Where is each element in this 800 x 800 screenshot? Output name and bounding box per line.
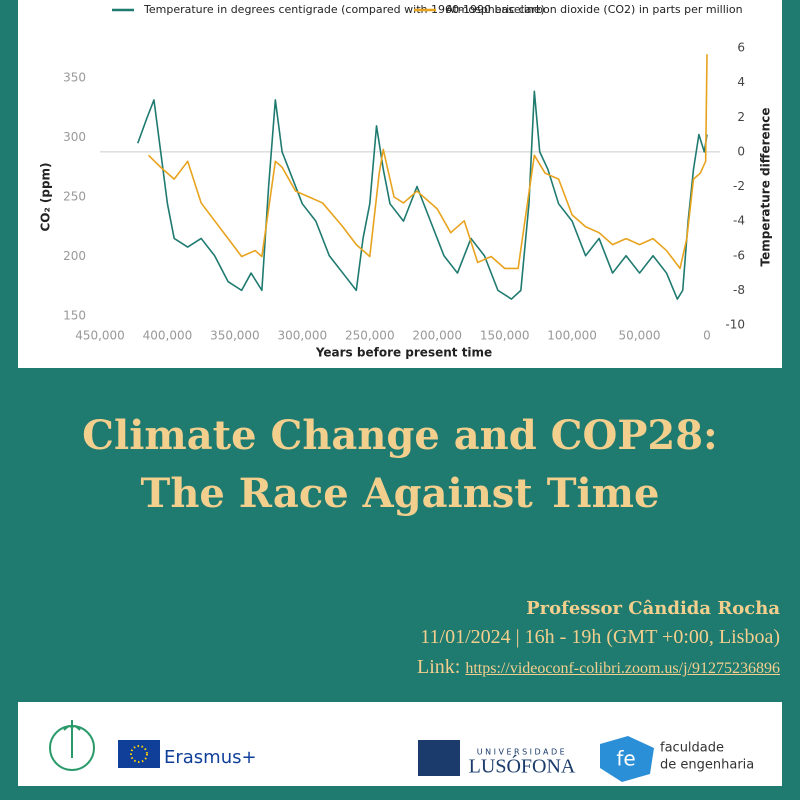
series-line [147, 54, 708, 270]
logo-text: faculdade [660, 741, 724, 756]
x-tick-label: 300,000 [278, 329, 328, 343]
legend-label: Atmospheric carbon dioxide (CO2) in part… [446, 3, 743, 16]
y-tick-label: 300 [63, 130, 86, 144]
logo-cilc [49, 720, 95, 771]
link[interactable]: https://videoconf-colibri.zoom.us/j/9127… [465, 660, 780, 677]
x-tick-label: 100,000 [547, 329, 597, 343]
y-axis-label: CO₂ (ppm) [39, 162, 53, 231]
y2-tick-label: 4 [737, 75, 745, 89]
chart-background [18, 0, 782, 368]
title-line: Climate Change and COP28: [82, 412, 718, 459]
eu-stars [130, 745, 148, 763]
y2-axis-label: Temperature difference [759, 108, 773, 267]
logo-text: LUSÓFONA [469, 754, 576, 778]
logo-text: Erasmus+ [164, 747, 257, 768]
logo-text: fe [616, 747, 635, 771]
x-tick-label: 400,000 [143, 329, 193, 343]
lusofona-mark [418, 740, 460, 776]
y-tick-label: 250 [63, 190, 86, 204]
y-tick-label: 150 [63, 309, 86, 323]
y2-tick-label: -10 [725, 318, 745, 332]
eu-flag [118, 740, 160, 768]
x-tick-label: 150,000 [480, 329, 530, 343]
y-tick-label: 200 [63, 249, 86, 263]
link-label: Link: [417, 656, 461, 678]
logo-text: UNIVERSIDADE [477, 748, 567, 757]
x-tick-label: 50,000 [619, 329, 661, 343]
logo-text: de engenharia [660, 758, 754, 773]
series-line [137, 90, 708, 300]
y2-tick-label: -4 [733, 214, 745, 228]
x-tick-label: 450,000 [75, 329, 125, 343]
y-tick-label: 350 [63, 71, 86, 85]
y2-tick-label: 6 [737, 41, 745, 55]
x-tick-label: 200,000 [412, 329, 462, 343]
x-axis-label: Years before present time [315, 346, 492, 360]
link-line: Link: https://videoconf-colibri.zoom.us/… [417, 656, 780, 679]
y2-tick-label: -8 [733, 283, 745, 297]
title-line: The Race Against Time [140, 470, 660, 517]
y2-tick-label: -6 [733, 248, 745, 262]
y2-tick-label: 2 [737, 110, 745, 124]
y2-tick-label: 0 [737, 144, 745, 158]
speaker: Professor Cândida Rocha [526, 598, 780, 619]
y2-tick-label: -2 [733, 179, 745, 193]
x-tick-label: 250,000 [345, 329, 395, 343]
x-tick-label: 350,000 [210, 329, 260, 343]
logo-shape [63, 720, 81, 758]
x-tick-label: 0 [703, 329, 711, 343]
fe-mark [600, 736, 654, 782]
date-time: 11/01/2024 | 16h - 19h (GMT +0:00, Lisbo… [420, 626, 780, 648]
legend-label: Temperature in degrees centigrade (compa… [143, 3, 545, 16]
